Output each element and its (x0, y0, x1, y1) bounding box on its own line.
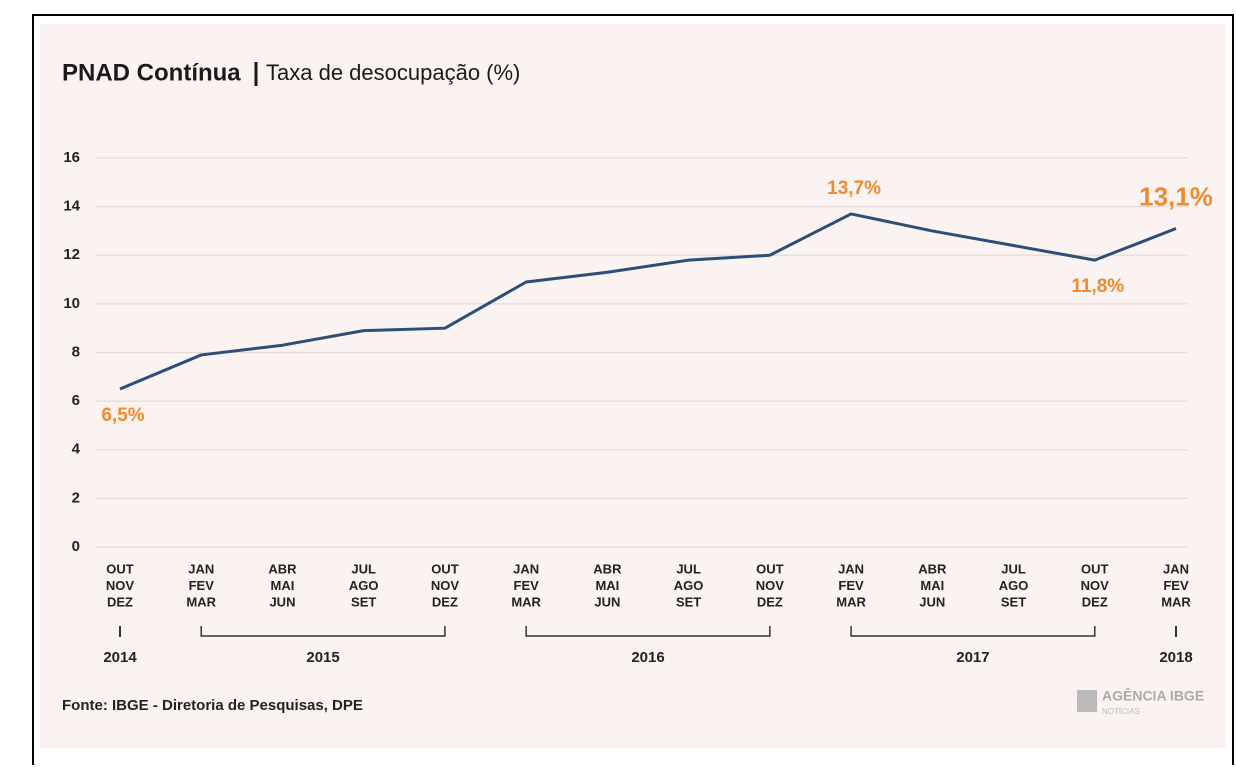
x-tick-label: MAR (1161, 594, 1191, 609)
y-tick-label: 10 (63, 295, 80, 312)
y-tick-label: 6 (72, 392, 80, 409)
line (119, 212, 1177, 391)
x-tick-label: MAR (511, 594, 541, 609)
x-tick-label: OUT (106, 561, 134, 576)
x-tick-label: SET (676, 594, 701, 609)
year-label: 2014 (103, 649, 137, 666)
data-label: 13,7% (827, 178, 881, 199)
year-label: 2016 (631, 649, 664, 666)
x-tick-label: JUN (269, 594, 295, 609)
year-label: 2017 (956, 649, 989, 666)
x-tick-label: JUN (594, 594, 620, 609)
x-tick-label: JUL (676, 561, 701, 576)
chart-subtitle: Taxa de desocupação (%) (266, 60, 520, 85)
x-tick-label: AGO (349, 578, 379, 593)
y-tick-label: 8 (72, 343, 80, 360)
chart-title: PNAD Contínua (62, 59, 241, 86)
x-tick-label: NOV (1081, 578, 1110, 593)
y-tick-label: 14 (63, 198, 80, 215)
data-label: 13,1% (1139, 181, 1213, 211)
logo: AGÊNCIA IBGE (1102, 687, 1204, 704)
x-tick-label: AGO (674, 578, 704, 593)
y-tick-label: 2 (72, 489, 80, 506)
data-label: 11,8% (1071, 276, 1124, 297)
x-tick-label: JAN (838, 561, 864, 576)
x-tick-label: DEZ (757, 594, 783, 609)
y-tick-label: 0 (72, 538, 80, 555)
x-tick-label: DEZ (1082, 594, 1108, 609)
x-tick-label: JUN (919, 594, 945, 609)
y-tick-label: 16 (63, 149, 80, 166)
x-tick-label: ABR (918, 561, 947, 576)
x-tick-label: DEZ (432, 594, 458, 609)
x-tick-label: MAI (920, 578, 944, 593)
x-tick-label: SET (1001, 594, 1026, 609)
x-tick-label: NOV (106, 578, 135, 593)
year-label: 2018 (1159, 649, 1192, 666)
logo-sub: NOTÍCIAS (1102, 707, 1140, 716)
x-tick-label: MAI (271, 578, 295, 593)
year-bracket (525, 626, 771, 637)
x-tick-label: FEV (838, 578, 864, 593)
x-tick-label: MAR (186, 594, 216, 609)
x-tick-label: NOV (431, 578, 460, 593)
x-tick-label: MAR (836, 594, 866, 609)
x-tick-label: ABR (268, 561, 297, 576)
frame (32, 14, 1234, 770)
year-bracket (200, 626, 446, 637)
x-tick-label: FEV (514, 578, 540, 593)
x-tick-label: OUT (756, 561, 784, 576)
x-tick-label: JAN (188, 561, 214, 576)
chart-background (40, 24, 1226, 748)
x-tick-label: ABR (593, 561, 622, 576)
x-tick-label: JUL (1001, 561, 1026, 576)
x-tick-label: DEZ (107, 594, 133, 609)
y-tick-label: 12 (63, 246, 80, 263)
x-tick-label: MAI (595, 578, 619, 593)
x-tick-label: OUT (431, 561, 459, 576)
source: Fonte: IBGE - Diretoria de Pesquisas, DP… (62, 697, 363, 714)
y-tick-label: 4 (72, 441, 81, 458)
x-tick-label: JAN (1163, 561, 1189, 576)
x-tick-label: FEV (1163, 578, 1189, 593)
x-tick-label: JUL (351, 561, 376, 576)
x-tick-label: FEV (189, 578, 215, 593)
x-tick-label: AGO (999, 578, 1029, 593)
logo-icon (1077, 690, 1097, 712)
data-label: 6,5% (101, 405, 144, 426)
year-label: 2015 (306, 649, 339, 666)
x-tick-label: SET (351, 594, 376, 609)
year-bracket (850, 626, 1096, 637)
x-tick-label: NOV (756, 578, 785, 593)
x-tick-label: OUT (1081, 561, 1109, 576)
x-tick-label: JAN (513, 561, 539, 576)
